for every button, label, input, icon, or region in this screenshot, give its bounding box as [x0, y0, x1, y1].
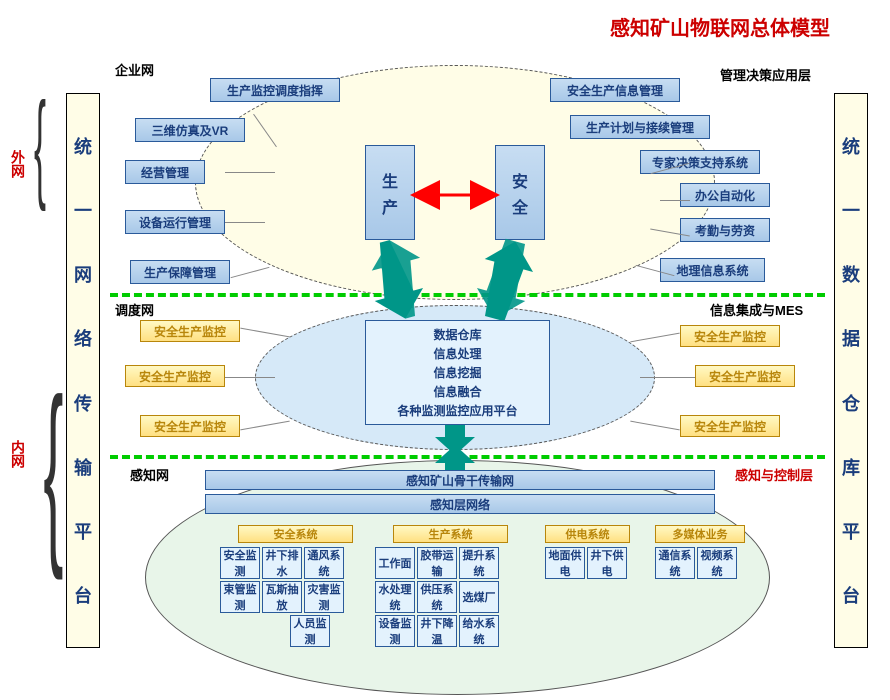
sense-net-bar: 感知层网络 — [205, 494, 715, 514]
col-char: 库 — [842, 454, 860, 480]
grid-item: 井下降温 — [417, 615, 457, 647]
mid-box: 安全生产监控 — [695, 365, 795, 387]
mid-box: 安全生产监控 — [680, 415, 780, 437]
conn — [231, 267, 270, 278]
mid-box: 安全生产监控 — [140, 415, 240, 437]
center-safe-char1: 安 — [512, 168, 528, 192]
col-char: 台 — [74, 582, 92, 608]
col-char: 传 — [74, 390, 92, 416]
dw-line: 各种监测监控应用平台 — [397, 402, 517, 419]
center-safety: 安 全 — [495, 145, 545, 240]
layer-top-net: 企业网 — [115, 60, 154, 79]
grid-item: 安全监测 — [220, 547, 260, 579]
outer-net-label: 外网 — [8, 150, 28, 178]
dw-line: 数据仓库 — [433, 326, 481, 343]
center-safe-char2: 全 — [512, 194, 528, 218]
dw-line: 信息融合 — [433, 383, 481, 400]
inner-net-label: 内网 — [8, 440, 28, 468]
top-box: 经营管理 — [125, 160, 205, 184]
col-char: 平 — [842, 518, 860, 544]
mid-box: 安全生产监控 — [140, 320, 240, 342]
conn — [240, 421, 289, 431]
grid-item: 人员监测 — [290, 615, 330, 647]
grid-item: 通信系统 — [655, 547, 695, 579]
data-warehouse-box: 数据仓库 信息处理 信息挖掘 信息融合 各种监测监控应用平台 — [365, 320, 550, 425]
grid-item: 供压系统 — [417, 581, 457, 613]
grid-item: 选煤厂 — [459, 581, 499, 613]
dw-line: 信息处理 — [433, 345, 481, 362]
cat-header: 生产系统 — [393, 525, 508, 543]
grid-item: 井下供电 — [587, 547, 627, 579]
conn — [640, 377, 695, 378]
top-box: 安全生产信息管理 — [550, 78, 680, 102]
diagram-title: 感知矿山物联网总体模型 — [610, 12, 830, 41]
top-box: 三维仿真及VR — [135, 118, 245, 142]
col-char: 平 — [74, 518, 92, 544]
grid-item: 灾害监测 — [304, 581, 344, 613]
grid-item: 通风系统 — [304, 547, 344, 579]
col-char: 统 — [842, 133, 860, 159]
conn — [630, 333, 679, 343]
conn — [630, 421, 679, 431]
brace-bot: { — [43, 370, 63, 570]
col-char: 统 — [74, 133, 92, 159]
cat-header: 多媒体业务 — [655, 525, 745, 543]
grid-item: 提升系统 — [459, 547, 499, 579]
top-box: 生产监控调度指挥 — [210, 78, 340, 102]
mid-box: 安全生产监控 — [125, 365, 225, 387]
cat-header: 供电系统 — [545, 525, 630, 543]
top-box: 考勤与劳资 — [680, 218, 770, 242]
layer-mid-right: 信息集成与MES — [710, 300, 803, 319]
teal-arrow-2 — [480, 240, 540, 325]
conn — [240, 328, 289, 338]
grid-item: 瓦斯抽放 — [262, 581, 302, 613]
conn — [225, 222, 265, 223]
grid-item: 束管监测 — [220, 581, 260, 613]
col-char: 仓 — [842, 390, 860, 416]
top-box: 地理信息系统 — [660, 258, 765, 282]
conn — [660, 200, 690, 201]
grid-item: 井下排水 — [262, 547, 302, 579]
green-dash-1 — [110, 293, 825, 297]
top-box: 设备运行管理 — [125, 210, 225, 234]
col-char: 一 — [74, 197, 92, 223]
right-platform-column: 统 一 数 据 仓 库 平 台 — [834, 93, 868, 648]
col-char: 一 — [842, 197, 860, 223]
col-char: 数 — [842, 261, 860, 287]
layer-mid-net: 调度网 — [115, 300, 154, 319]
col-char: 输 — [74, 454, 92, 480]
col-char: 网 — [74, 261, 92, 287]
grid-item: 地面供电 — [545, 547, 585, 579]
dw-line: 信息挖掘 — [433, 364, 481, 381]
conn — [225, 172, 275, 173]
center-prod-char2: 产 — [382, 194, 398, 218]
mid-box: 安全生产监控 — [680, 325, 780, 347]
center-production: 生 产 — [365, 145, 415, 240]
teal-arrow-3 — [435, 425, 475, 475]
red-double-arrow — [415, 180, 495, 210]
grid-item: 胶带运输 — [417, 547, 457, 579]
layer-bot-right: 感知与控制层 — [735, 465, 813, 484]
conn — [225, 377, 275, 378]
backbone-bar: 感知矿山骨干传输网 — [205, 470, 715, 490]
grid-item: 工作面 — [375, 547, 415, 579]
col-char: 络 — [74, 325, 92, 351]
teal-arrow-1 — [370, 240, 430, 325]
top-box: 生产计划与接续管理 — [570, 115, 710, 139]
grid-item: 水处理统 — [375, 581, 415, 613]
center-prod-char1: 生 — [382, 168, 398, 192]
top-box: 生产保障管理 — [130, 260, 230, 284]
layer-top-right: 管理决策应用层 — [720, 65, 811, 84]
grid-item: 视频系统 — [697, 547, 737, 579]
col-char: 据 — [842, 325, 860, 351]
grid-item: 设备监测 — [375, 615, 415, 647]
layer-bot-net: 感知网 — [130, 465, 169, 484]
cat-header: 安全系统 — [238, 525, 353, 543]
top-box: 办公自动化 — [680, 183, 770, 207]
left-platform-column: 统 一 网 络 传 输 平 台 — [66, 93, 100, 648]
brace-top: { — [34, 85, 46, 205]
col-char: 台 — [842, 582, 860, 608]
grid-item: 给水系统 — [459, 615, 499, 647]
